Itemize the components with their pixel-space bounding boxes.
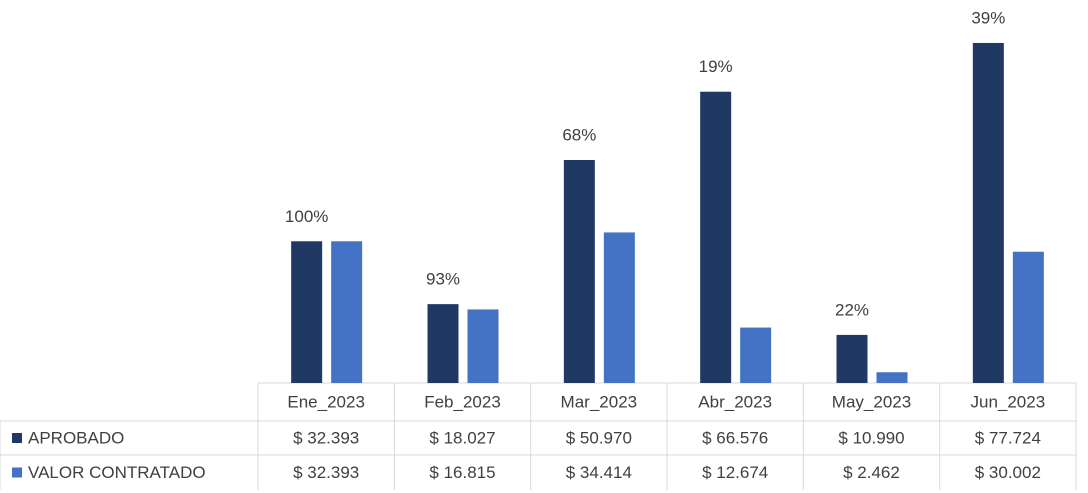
- table-value: $ 10.990: [838, 428, 904, 447]
- table-value: $ 2.462: [843, 463, 900, 482]
- table-value: $ 32.393: [293, 428, 359, 447]
- x-tick-label: Jun_2023: [970, 392, 1045, 411]
- x-tick-label: Abr_2023: [698, 392, 772, 411]
- x-tick-label: Feb_2023: [424, 392, 501, 411]
- bar: [467, 309, 499, 383]
- ratio-label: 39%: [971, 8, 1005, 27]
- table-value: $ 77.724: [975, 428, 1041, 447]
- legend-swatch: [12, 467, 22, 478]
- ratio-label: 93%: [426, 270, 460, 289]
- bar: [740, 327, 772, 383]
- bar: [427, 304, 459, 383]
- table-value: $ 34.414: [566, 463, 632, 482]
- legend-label: APROBADO: [28, 428, 124, 447]
- ratio-label: 68%: [562, 125, 596, 144]
- bar: [836, 334, 868, 383]
- table-value: $ 50.970: [566, 428, 632, 447]
- bar: [876, 372, 908, 383]
- ratio-label: 100%: [285, 207, 328, 226]
- ratio-label: 19%: [699, 57, 733, 76]
- bar: [291, 241, 323, 383]
- bar: [563, 160, 595, 383]
- x-tick-label: May_2023: [832, 392, 911, 411]
- table-value: $ 30.002: [975, 463, 1041, 482]
- legend-swatch: [12, 433, 22, 443]
- bar: [972, 42, 1004, 384]
- x-tick-label: Mar_2023: [561, 392, 638, 411]
- x-tick-label: Ene_2023: [287, 392, 365, 411]
- bar: [331, 241, 363, 383]
- table-value: $ 16.815: [429, 463, 495, 482]
- legend-label: VALOR CONTRATADO: [28, 463, 206, 482]
- table-value: $ 12.674: [702, 463, 768, 482]
- bar: [700, 91, 732, 383]
- ratio-label: 22%: [835, 300, 869, 319]
- table-value: $ 18.027: [429, 428, 495, 447]
- table-value: $ 66.576: [702, 428, 768, 447]
- bar: [1012, 251, 1044, 383]
- bar: [603, 232, 635, 383]
- table-value: $ 32.393: [293, 463, 359, 482]
